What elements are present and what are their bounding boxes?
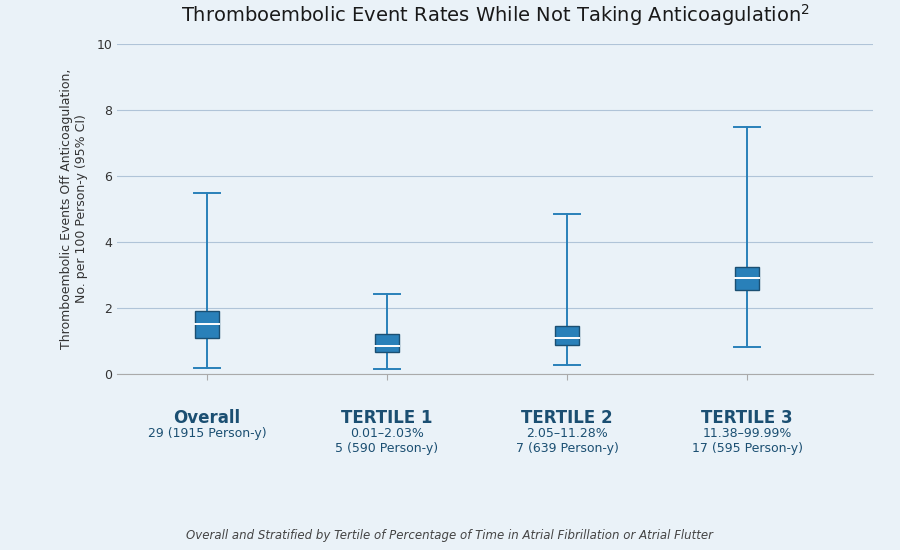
FancyBboxPatch shape [735,267,759,290]
Text: TERTILE 3: TERTILE 3 [701,409,793,427]
Text: 29 (1915 Person-y): 29 (1915 Person-y) [148,427,266,440]
Text: Overall and Stratified by Tertile of Percentage of Time in Atrial Fibrillation o: Overall and Stratified by Tertile of Per… [186,529,714,542]
Text: 11.38–99.99%
17 (595 Person-y): 11.38–99.99% 17 (595 Person-y) [691,427,803,455]
Y-axis label: Thromboembolic Events Off Anticoagulation,
No. per 100 Person-y (95% CI): Thromboembolic Events Off Anticoagulatio… [60,69,88,349]
Title: Thromboembolic Event Rates While Not Taking Anticoagulation$^{2}$: Thromboembolic Event Rates While Not Tak… [181,2,809,28]
Text: Overall: Overall [174,409,240,427]
Text: 0.01–2.03%
5 (590 Person-y): 0.01–2.03% 5 (590 Person-y) [336,427,438,455]
Text: TERTILE 1: TERTILE 1 [341,409,433,427]
Text: 2.05–11.28%
7 (639 Person-y): 2.05–11.28% 7 (639 Person-y) [516,427,618,455]
FancyBboxPatch shape [375,334,399,351]
FancyBboxPatch shape [555,326,579,345]
FancyBboxPatch shape [195,311,219,338]
Text: TERTILE 2: TERTILE 2 [521,409,613,427]
